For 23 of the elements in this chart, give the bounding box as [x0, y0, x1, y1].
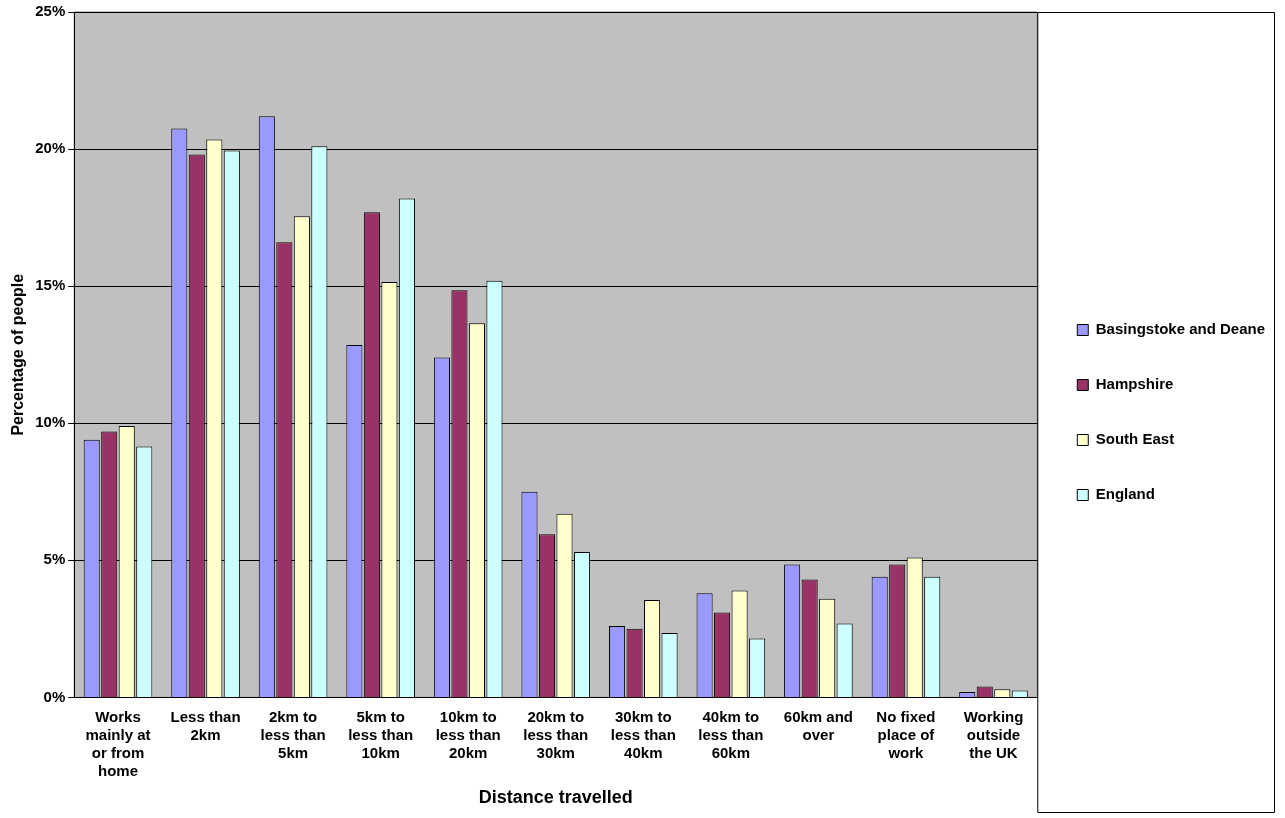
legend-label: Basingstoke and Deane — [1095, 320, 1265, 338]
x-tick-label: Less than 2km — [170, 707, 241, 743]
y-tick-label: 20% — [35, 139, 66, 157]
legend-label: South East — [1095, 430, 1175, 448]
x-tick-label: 20km to less than 30km — [523, 707, 589, 761]
legend-label: England — [1095, 485, 1155, 503]
x-tick-label: 10km to less than 20km — [435, 707, 501, 761]
x-axis-title: Distance travelled — [478, 787, 633, 808]
y-tick-label: 0% — [43, 687, 66, 705]
y-axis-title: Percentage of people — [9, 273, 27, 436]
x-tick-label: Works mainly at or from home — [85, 707, 151, 779]
x-tick-label: 60km and over — [783, 707, 854, 743]
y-tick-label: 15% — [35, 276, 66, 294]
y-tick-label: 25% — [35, 2, 66, 20]
x-tick-label: 5km to less than 10km — [348, 707, 414, 761]
y-tick-label: 10% — [35, 413, 66, 431]
x-tick-label: 2km to less than 5km — [260, 707, 326, 761]
y-tick-label: 5% — [43, 550, 66, 568]
x-tick-label: 40km to less than 60km — [698, 707, 764, 761]
legend-label: Hampshire — [1095, 375, 1174, 393]
x-tick-label: No fixed place of work — [876, 707, 936, 761]
x-tick-label: 30km to less than 40km — [610, 707, 676, 761]
x-tick-label: Working outside the UK — [963, 707, 1024, 761]
